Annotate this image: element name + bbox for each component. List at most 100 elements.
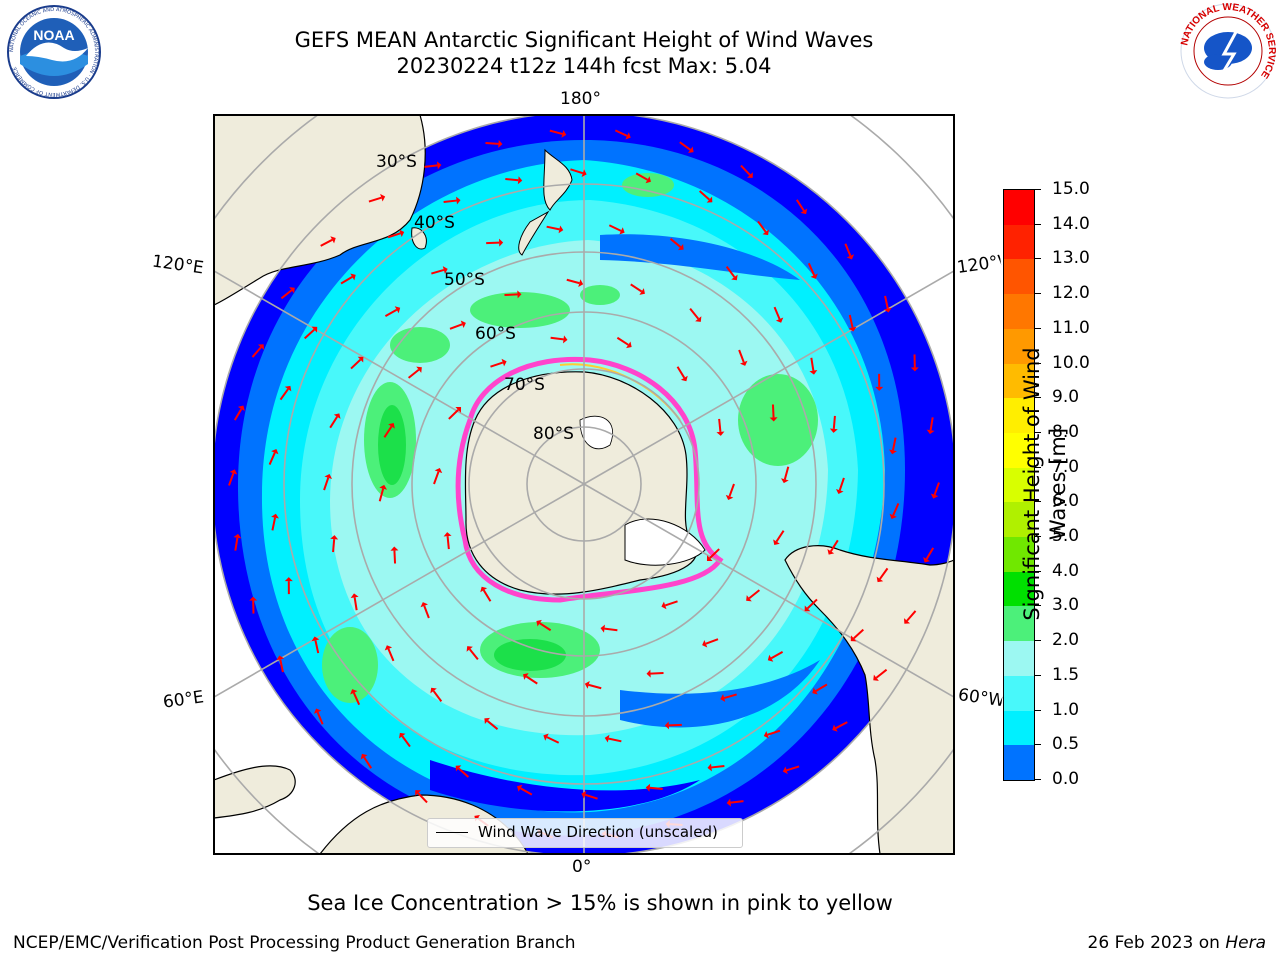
wave-arrow-head	[626, 341, 632, 349]
wave-arrow-head	[832, 724, 838, 732]
wave-arrow-head	[394, 306, 401, 314]
wave-arrow-shaft	[446, 536, 450, 550]
colorbar-tick-label: 0.5	[1052, 734, 1080, 755]
wave-arrow-shaft	[546, 736, 560, 744]
wave-arrow-head	[702, 640, 708, 648]
colorbar-tick-label: 2.0	[1052, 630, 1080, 651]
wave-arrow-shaft	[608, 224, 622, 232]
wave-arrow-shaft	[228, 472, 235, 486]
wave-arrow-head	[357, 356, 364, 363]
wave-arrow-head	[846, 254, 855, 260]
wave-arrow-shaft	[584, 793, 598, 800]
wave-arrow-shaft	[795, 199, 805, 212]
wave-arrow-head	[810, 273, 818, 279]
wave-arrow-shaft	[740, 164, 751, 176]
wave-arrow-shaft	[807, 262, 816, 276]
wave-arrow-head	[664, 721, 669, 730]
wave-arrow-shaft	[604, 627, 618, 632]
wave-arrow-head	[284, 577, 293, 582]
wave-arrow-shaft	[448, 409, 459, 420]
wave-arrow-shaft	[853, 628, 864, 640]
wave-arrow-head	[434, 468, 443, 474]
colorbar-cell	[1004, 537, 1034, 573]
colorbar-tick-label: 5.0	[1052, 526, 1080, 547]
wave-arrow-shaft	[884, 295, 889, 309]
wave-arrow-shaft	[353, 597, 358, 611]
colorbar-tick-mark	[1035, 501, 1041, 503]
wave-arrow-head	[436, 161, 442, 170]
wave-arrow-shaft	[525, 675, 538, 685]
wave-arrow-shaft	[570, 168, 584, 175]
wave-arrow-head	[923, 557, 931, 563]
wave-arrow-head	[903, 618, 911, 624]
noaa-logo-text: NOAA	[33, 27, 74, 43]
wave-arrow-head	[746, 595, 752, 602]
colorbar-tick-mark	[1035, 744, 1041, 746]
wave-arrow-head	[726, 798, 732, 807]
wave-arrow-head	[720, 694, 726, 702]
lat-label-40s: 40°S	[414, 213, 455, 233]
wave-arrow-shaft	[350, 358, 362, 370]
wave-arrow-head	[725, 494, 734, 500]
wave-arrow-head	[330, 236, 336, 244]
colorbar-tick-label: 7.0	[1052, 456, 1080, 477]
wave-arrow-shaft	[810, 357, 815, 371]
colorbar-cell	[1004, 259, 1034, 295]
colorbar-label-line1: Significant Height of Wind	[1020, 347, 1044, 621]
wave-arrow-head	[271, 449, 279, 455]
colorbar-tick-label: 8.0	[1052, 421, 1080, 442]
wave-arrow-shaft	[925, 547, 935, 560]
wave-arrow-head	[313, 708, 322, 714]
wave-arrow-shaft	[314, 640, 320, 654]
wave-arrow-shaft	[431, 269, 445, 275]
wave-arrow-head	[581, 790, 587, 799]
wave-arrow-shaft	[725, 266, 736, 278]
wave-arrow-shaft	[771, 404, 775, 418]
wave-arrow-shaft	[546, 225, 560, 231]
wave-arrow-head	[390, 546, 399, 551]
wave-arrow-head	[384, 645, 393, 651]
wave-arrow-head	[350, 273, 356, 281]
sea-ice-note: Sea Ice Concentration > 15% is shown in …	[307, 891, 893, 915]
wave-arrow-head	[600, 624, 605, 633]
wave-arrow-head	[380, 193, 386, 202]
colorbar-tick-label: 3.0	[1052, 595, 1080, 616]
wave-arrow-shaft	[773, 306, 781, 320]
wave-arrow-shaft	[588, 683, 602, 690]
wave-arrow-head	[517, 784, 523, 792]
colorbar-tick-mark	[1035, 397, 1041, 399]
wave-arrow-shaft	[457, 767, 470, 778]
wave-arrow-shaft	[251, 346, 262, 358]
wave-arrow-head	[706, 555, 713, 562]
wave-arrow-head	[873, 674, 879, 681]
colorbar-tick-label: 15.0	[1052, 179, 1090, 199]
wave-arrow-head	[707, 763, 712, 772]
wave-arrow-shaft	[539, 622, 552, 632]
colorbar-tick-label: 9.0	[1052, 387, 1080, 408]
meridians	[214, 115, 954, 854]
wave-arrow-shaft	[698, 190, 711, 201]
wave-arrow-head	[581, 169, 587, 178]
wave-arrow-head	[388, 423, 395, 429]
wave-arrow-head	[399, 732, 406, 739]
south-america-land	[784, 545, 954, 854]
wave-arrow-shaft	[679, 141, 691, 151]
wave-arrow-head	[350, 593, 359, 598]
map-frame	[213, 114, 955, 855]
wave-arrow-head	[625, 132, 631, 140]
wave-arrow-shaft	[340, 276, 353, 285]
colorbar-tick-mark	[1035, 431, 1041, 433]
legend-label: Wind Wave Direction (unscaled)	[478, 823, 718, 841]
wave-arrow-head	[809, 370, 818, 375]
wave-arrow-shaft	[329, 416, 339, 429]
colorbar-tick-mark	[1035, 258, 1041, 260]
wave-arrow-head	[812, 687, 818, 695]
wave-arrow-head	[716, 431, 725, 436]
wave-arrow-shaft	[566, 278, 580, 285]
wave-arrow-shaft	[775, 530, 785, 543]
wave-arrow-shaft	[271, 517, 277, 531]
noaa-logo: NOAA NATIONAL OCEANIC AND ATMOSPHERIC AD…	[4, 4, 104, 100]
wave-arrow-head	[442, 266, 448, 274]
wave-arrow-head	[889, 513, 897, 519]
wave-arrow-head	[333, 413, 341, 419]
